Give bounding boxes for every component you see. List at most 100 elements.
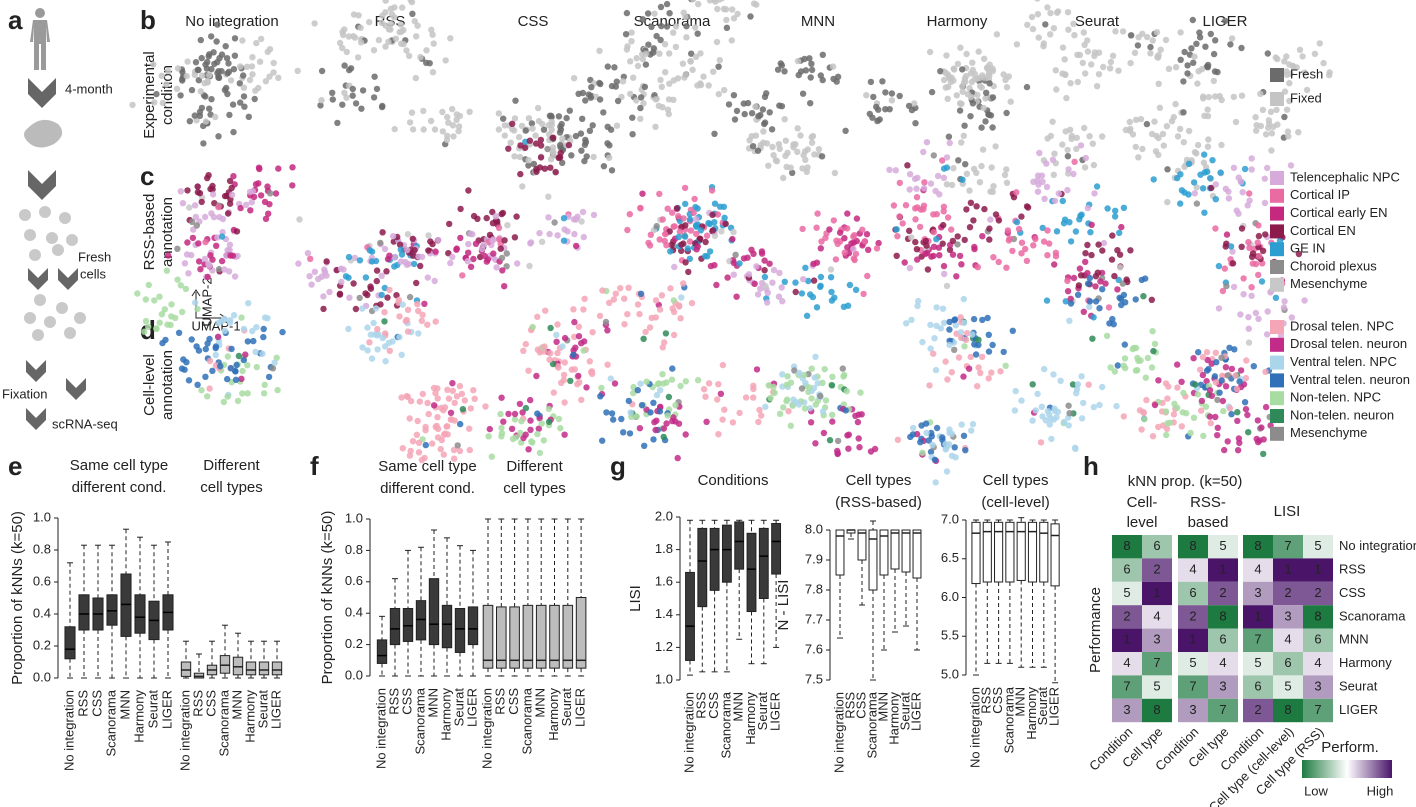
umap-point [1268, 109, 1274, 115]
umap-point [1152, 341, 1158, 347]
umap-point [1230, 260, 1236, 266]
cell-value: 7 [1314, 702, 1321, 717]
umap-point [944, 154, 950, 160]
umap-point [946, 430, 952, 436]
umap-point [802, 157, 808, 163]
umap-point [229, 192, 235, 198]
umap-point [350, 93, 356, 99]
umap-point [860, 291, 866, 297]
umap-point [566, 142, 572, 148]
umap-point [444, 114, 450, 120]
umap-point [434, 423, 440, 429]
umap-point [1139, 277, 1145, 283]
umap-point [828, 266, 834, 272]
box [972, 522, 980, 583]
umap-point [441, 451, 447, 457]
umap-point [532, 132, 538, 138]
umap-point [379, 104, 385, 110]
umap-point [571, 216, 577, 222]
x-tick-label: Seurat [145, 690, 160, 729]
umap-point [1246, 245, 1252, 251]
umap-point [271, 360, 277, 366]
umap-point [234, 228, 240, 234]
umap-point [554, 232, 560, 238]
y-tick-label: 0.0 [345, 667, 363, 682]
umap-point [844, 210, 850, 216]
umap-point [1097, 278, 1103, 284]
umap-point [967, 113, 973, 119]
umap-point [1222, 265, 1228, 271]
y-tick-label: 8.0 [805, 521, 823, 536]
umap-point [1174, 384, 1180, 390]
umap-point [1050, 371, 1056, 377]
umap-point [1109, 232, 1115, 238]
umap-point [424, 322, 430, 328]
umap-point [962, 447, 968, 453]
umap-point [820, 52, 826, 58]
umap-point [1326, 69, 1332, 75]
umap-point [656, 51, 662, 57]
cell-value: 1 [1219, 562, 1226, 577]
umap-point [533, 373, 539, 379]
umap-point [546, 406, 552, 412]
umap-point [213, 38, 219, 44]
umap-point [948, 226, 954, 232]
umap-point [750, 143, 756, 149]
umap-point [423, 442, 429, 448]
umap-point [1229, 366, 1235, 372]
umap-point [953, 273, 959, 279]
umap-point [534, 410, 540, 416]
umap-point [1151, 118, 1157, 124]
umap-point [638, 94, 644, 100]
umap-point [334, 120, 340, 126]
umap-point [994, 31, 1000, 37]
umap-point [204, 340, 210, 346]
umap-point [174, 86, 180, 92]
umap-point [1014, 219, 1020, 225]
umap-point [533, 140, 539, 146]
umap-point [746, 271, 752, 277]
umap-point [975, 264, 981, 270]
box [468, 607, 477, 645]
umap-point [262, 314, 268, 320]
umap-point [414, 23, 420, 29]
legend-label: Drosal telen. neuron [1290, 336, 1407, 351]
cell [24, 229, 36, 241]
umap-point [1074, 135, 1080, 141]
umap-point [1149, 364, 1155, 370]
umap-point [428, 27, 434, 33]
umap-point [1198, 407, 1204, 413]
umap-point [578, 340, 584, 346]
umap-point [1320, 60, 1326, 66]
x-tick-label: MNN [117, 690, 132, 720]
umap-point [490, 236, 496, 242]
umap-point [366, 339, 372, 345]
umap-point [779, 103, 785, 109]
umap-point [710, 69, 716, 75]
y-axis-label: Proportion of kNNs (k=50) [319, 511, 336, 685]
umap-point [253, 181, 259, 187]
umap-point [613, 291, 619, 297]
umap-point [1071, 32, 1077, 38]
umap-point [931, 152, 937, 158]
umap-point [851, 232, 857, 238]
umap-point [339, 29, 345, 35]
umap-point [1117, 252, 1123, 258]
umap-point [641, 443, 647, 449]
cell-value: 3 [1153, 632, 1160, 647]
umap-point [989, 164, 995, 170]
umap-point [1262, 231, 1268, 237]
arrow [66, 378, 86, 400]
umap-point [213, 243, 219, 249]
umap-point [420, 391, 426, 397]
umap-point [1204, 169, 1210, 175]
y-tick-label: 7.8 [805, 581, 823, 596]
umap-point [466, 426, 472, 432]
umap-point [1231, 94, 1237, 100]
box [65, 627, 75, 659]
umap-point [945, 84, 951, 90]
umap-point [1120, 28, 1126, 34]
umap-point [804, 313, 810, 319]
umap-point [1001, 349, 1007, 355]
umap-point [961, 296, 967, 302]
